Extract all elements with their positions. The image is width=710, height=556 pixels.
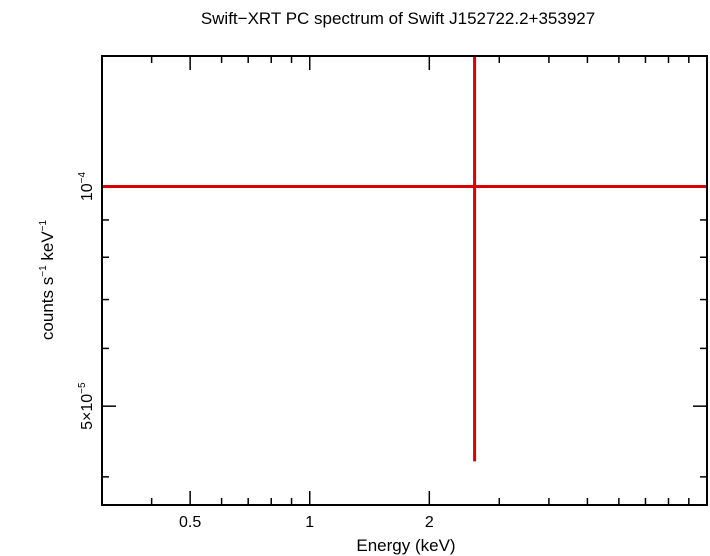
y-axis-label: counts s−1 keV−1 <box>38 219 57 340</box>
axis-ticks <box>102 56 707 505</box>
y-tick-label: 5×10−5 <box>77 382 96 430</box>
x-tick-label: 1 <box>305 514 314 531</box>
data-series <box>102 56 707 462</box>
x-tick-label: 0.5 <box>179 514 201 531</box>
x-tick-label: 2 <box>425 514 434 531</box>
y-tick-label: 10−4 <box>77 172 96 202</box>
x-axis-label: Energy (keV) <box>356 536 455 555</box>
tick-labels: 0.5 1 2 5×10−5 10−4 <box>77 172 434 531</box>
plot-frame <box>101 55 708 506</box>
chart-title: Swift−XRT PC spectrum of Swift J152722.2… <box>201 9 595 28</box>
